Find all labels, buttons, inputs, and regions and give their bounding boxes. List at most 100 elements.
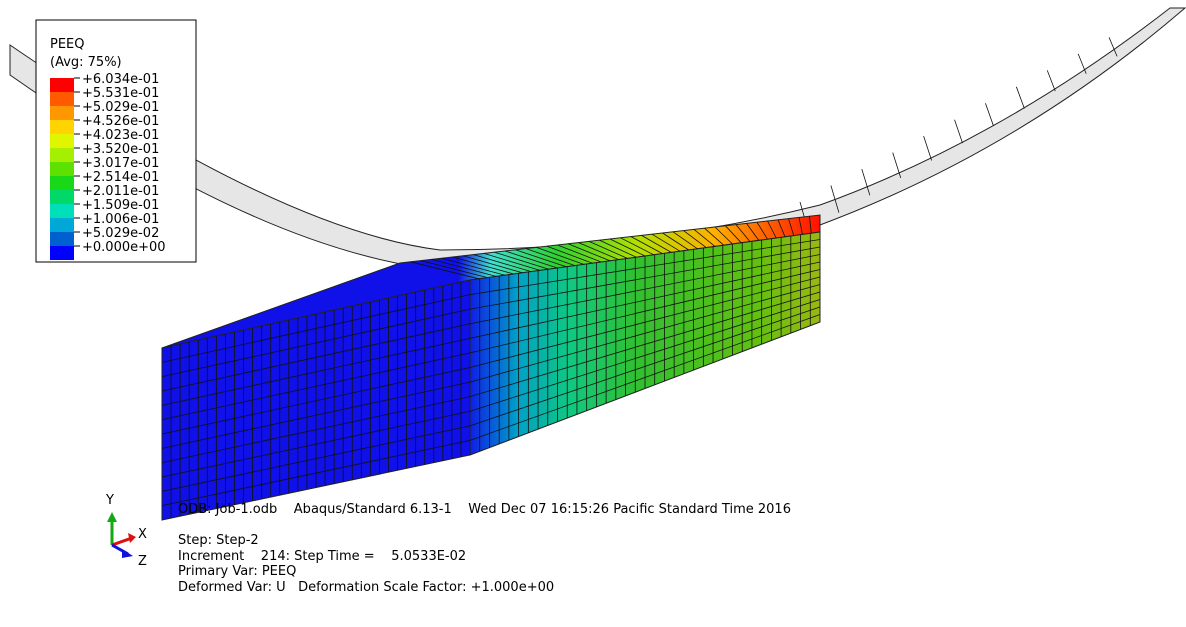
legend-title: PEEQ [50, 37, 85, 52]
mesh-line [746, 223, 760, 241]
mesh-line [469, 239, 821, 295]
shell-line [830, 185, 840, 213]
legend-swatch [50, 176, 74, 190]
legend-label: +0.000e+00 [82, 240, 166, 255]
legend-swatch [50, 106, 74, 120]
legend-swatch [50, 246, 74, 260]
mesh-line [578, 242, 619, 260]
legend-swatch [50, 134, 74, 148]
shell-mesh [799, 37, 1118, 231]
mesh-line [798, 217, 803, 235]
legend: +6.034e-01+5.531e-01+5.029e-01+4.526e-01… [50, 72, 166, 260]
legend-swatch [50, 148, 74, 162]
legend-label: +5.531e-01 [82, 86, 159, 101]
mesh-line [469, 291, 821, 398]
mesh-line [546, 245, 593, 264]
legend-swatch [50, 190, 74, 204]
mesh-line [704, 227, 725, 246]
mesh-line [469, 299, 821, 412]
shell-line [1077, 53, 1087, 74]
shell-line [892, 152, 902, 179]
mesh-line [452, 256, 514, 275]
mesh-line [693, 229, 716, 247]
info-deformed: Deformed Var: U Deformation Scale Factor… [178, 580, 554, 595]
mesh-line [469, 276, 821, 368]
legend-label: +1.006e-01 [82, 212, 159, 227]
legend-swatch [50, 218, 74, 232]
mesh-line [630, 236, 663, 254]
mesh-line [469, 261, 821, 339]
mesh-line [725, 225, 742, 244]
mesh-line [483, 253, 541, 271]
mesh-line [469, 269, 821, 354]
mesh-line [441, 257, 506, 276]
legend-swatch [50, 232, 74, 246]
axis-z: Z [138, 554, 147, 569]
mesh-line [557, 244, 602, 263]
info-increment: Increment 214: Step Time = 5.0533E-02 [178, 549, 466, 564]
mesh-line [641, 235, 672, 253]
mesh-line [567, 243, 611, 262]
mesh-line [161, 337, 471, 406]
mesh-line [473, 254, 532, 272]
mesh-line [777, 219, 786, 237]
mesh-line [469, 284, 821, 383]
mesh-line [588, 241, 628, 259]
mesh-line [767, 220, 777, 239]
legend-label: +1.509e-01 [82, 198, 159, 213]
legend-label: +5.029e-02 [82, 226, 159, 241]
legend-label: +3.520e-01 [82, 142, 159, 157]
legend-swatch [50, 120, 74, 134]
shell-line [861, 168, 871, 196]
mesh-line [525, 248, 576, 266]
mesh-line [161, 410, 471, 478]
mesh-line [735, 224, 751, 242]
info-primary: Primary Var: PEEQ [178, 564, 296, 579]
shell-line [1108, 37, 1118, 57]
mesh-line [420, 260, 488, 278]
mesh-line [609, 238, 646, 257]
mesh-line [662, 232, 689, 251]
legend-label: +3.017e-01 [82, 156, 159, 171]
mesh-line [161, 381, 471, 449]
block-mesh [161, 216, 821, 519]
shell-line [1046, 70, 1056, 92]
mesh-line [161, 396, 471, 464]
shell-line [985, 103, 994, 126]
info-odb: ODB: Job-1.odb Abaqus/Standard 6.13-1 We… [178, 502, 791, 517]
mesh-line [504, 250, 558, 269]
mesh-line [161, 308, 471, 378]
mesh-line [469, 314, 821, 441]
legend-subtitle: (Avg: 75%) [50, 55, 122, 70]
mesh-line [515, 249, 567, 268]
mesh-line [161, 440, 471, 507]
legend-swatch [50, 204, 74, 218]
legend-label: +4.526e-01 [82, 114, 159, 129]
mesh-line [431, 259, 497, 277]
axis-y: Y [105, 493, 114, 508]
mesh-line [469, 246, 821, 310]
legend-label: +6.034e-01 [82, 72, 159, 87]
mesh-line [469, 254, 821, 325]
mesh-line [494, 251, 549, 270]
mesh-line [469, 306, 821, 427]
mesh-line [161, 352, 471, 421]
mesh-line [161, 323, 471, 392]
mesh-line [599, 239, 637, 258]
legend-label: +4.023e-01 [82, 128, 159, 143]
legend-label: +2.514e-01 [82, 170, 159, 185]
mesh-line [620, 237, 654, 256]
legend-swatch [50, 92, 74, 106]
legend-swatch [50, 78, 74, 92]
mesh-line [161, 425, 471, 492]
axis-x: X [138, 527, 147, 542]
mesh-line [756, 221, 768, 240]
mesh-line [788, 218, 795, 236]
mesh-line [683, 230, 707, 248]
mesh-line [161, 367, 471, 435]
info-step: Step: Step-2 [178, 533, 259, 548]
mesh-line [714, 226, 733, 245]
legend-swatch [50, 162, 74, 176]
mesh-line [161, 294, 471, 363]
